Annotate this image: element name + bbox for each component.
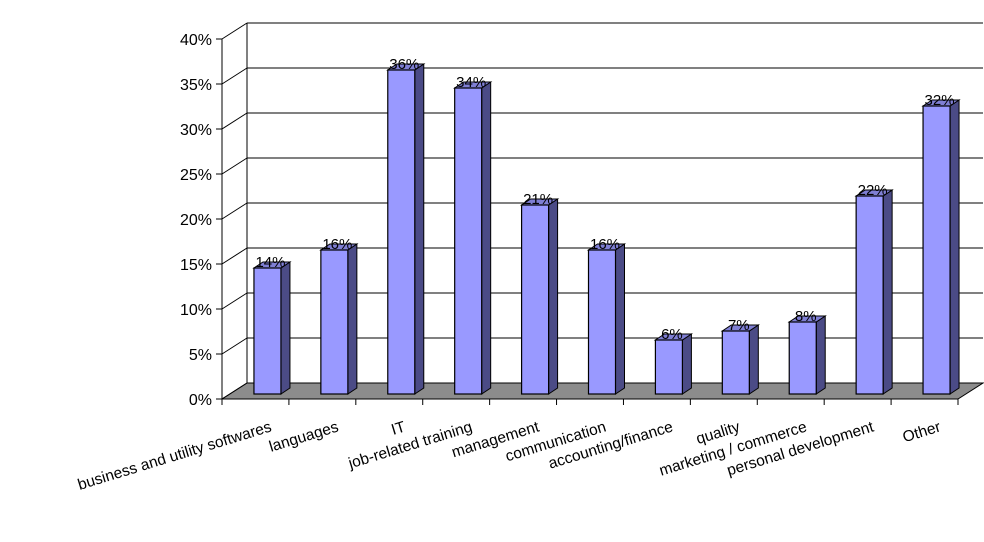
data-label: 8% — [795, 308, 817, 325]
y-tick-label: 5% — [189, 347, 212, 364]
x-category-label: Other — [901, 419, 943, 447]
bar-front — [520, 204, 550, 395]
y-tick-label: 15% — [180, 257, 212, 274]
axis-layer: 0% 5% 10% 15% 20% 25% 30% 35% 40% — [180, 23, 959, 409]
gridline-diagonal — [221, 292, 248, 310]
bar-front — [922, 105, 951, 395]
bar-side — [681, 333, 692, 395]
bar-layer — [252, 63, 961, 395]
data-label: 16% — [322, 236, 352, 253]
data-label: 16% — [590, 236, 620, 253]
data-label: 22% — [858, 182, 888, 199]
bar — [921, 99, 961, 395]
bar — [787, 315, 827, 395]
bar-front — [788, 321, 817, 395]
y-tick-label: 10% — [180, 302, 212, 319]
data-label: 34% — [456, 74, 486, 91]
bar-front — [454, 87, 483, 395]
bar-front — [721, 330, 750, 395]
bar-side — [347, 243, 358, 395]
gridline-diagonal — [221, 67, 248, 85]
bar-front — [253, 267, 282, 395]
bar — [319, 243, 359, 395]
x-category-label: IT — [389, 418, 408, 438]
bar — [854, 189, 894, 395]
gridline-diagonal — [221, 202, 248, 220]
bar-side — [548, 198, 559, 395]
y-tick-label: 25% — [180, 167, 212, 184]
gridline-diagonal — [221, 247, 248, 265]
bar-front — [587, 249, 617, 395]
y-tick-label: 20% — [180, 212, 212, 229]
gridline-diagonal — [221, 382, 248, 400]
x-category-label: business and utility softwares — [76, 418, 274, 493]
bar — [519, 198, 560, 395]
bar-side — [481, 81, 492, 395]
y-tick-label: 0% — [189, 392, 212, 409]
bar-side — [414, 63, 425, 395]
gridline-diagonal — [221, 337, 248, 355]
gridline-diagonal — [221, 22, 248, 40]
data-label: 6% — [661, 326, 683, 343]
bar — [653, 333, 694, 395]
data-label: 36% — [389, 56, 419, 73]
bar-front — [387, 69, 416, 395]
data-label: 7% — [728, 317, 750, 334]
bar — [453, 81, 493, 395]
bar-side — [748, 324, 759, 395]
x-category-label: languages — [267, 418, 341, 455]
y-tick-label: 30% — [180, 122, 212, 139]
bar-side — [280, 261, 291, 395]
data-label: 32% — [925, 92, 955, 109]
y-tick-label: 35% — [180, 77, 212, 94]
gridline-diagonal — [221, 157, 248, 175]
bar — [252, 261, 292, 395]
bar-side — [815, 315, 826, 395]
data-label: 14% — [255, 254, 285, 271]
bar — [720, 324, 760, 395]
bar — [586, 243, 627, 395]
bar-side — [949, 99, 960, 395]
bar — [386, 63, 426, 395]
bar-front — [855, 195, 884, 395]
bar-side — [615, 243, 625, 395]
data-label: 21% — [523, 191, 553, 208]
bar-front — [320, 249, 349, 395]
bar-front — [654, 339, 684, 395]
bar-side — [882, 189, 893, 395]
y-tick-label: 40% — [180, 32, 212, 49]
gridline-diagonal — [221, 112, 248, 130]
